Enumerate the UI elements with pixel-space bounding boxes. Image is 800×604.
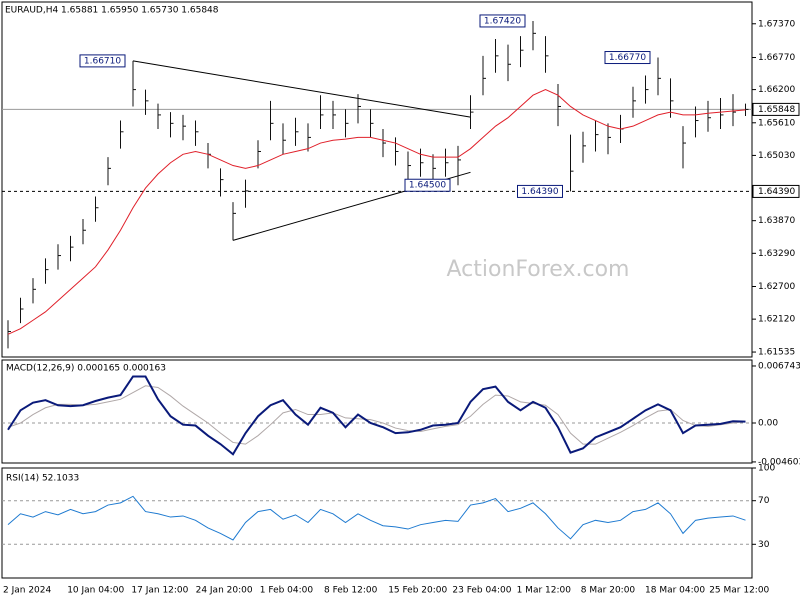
y-tick-label: 1.61535: [758, 348, 795, 358]
y-tick-label: 30: [758, 540, 770, 550]
signal-line: [7, 385, 746, 445]
x-tick-label: 10 Jan 04:00: [67, 586, 124, 596]
y-tick-label: 1.62700: [758, 282, 795, 292]
rsi-panel: [1, 467, 753, 579]
price-panel: [1, 1, 753, 358]
x-tick-label: 25 Mar 12:00: [709, 586, 769, 596]
x-tick-label: 24 Jan 20:00: [196, 586, 253, 596]
chart-header: EURAUD,H4 1.65881 1.65950 1.65730 1.6584…: [5, 6, 219, 16]
y-tick-label: 1.66200: [758, 85, 795, 95]
y-tick-label: 70: [758, 496, 770, 506]
x-tick-label: 18 Mar 04:00: [645, 586, 705, 596]
y-tick-label: 1.66770: [758, 53, 795, 63]
level-label-box: [752, 184, 800, 198]
y-tick-label: 1.63290: [758, 249, 795, 259]
rsi-line: [7, 495, 746, 541]
annotation-box: [404, 178, 451, 192]
x-tick-label: 1 Feb 04:00: [260, 586, 314, 596]
annotation-label: 1.64500: [409, 181, 446, 191]
y-tick-label: 1.65610: [758, 118, 795, 128]
annotation-box: [604, 51, 651, 65]
macd-panel: [1, 359, 753, 464]
macd-line: [7, 375, 746, 456]
y-tick-label: 0.006743: [758, 361, 800, 371]
y-tick-label: 1.67370: [758, 19, 795, 29]
level-label: 1.64390: [758, 187, 795, 197]
x-tick-label: 17 Jan 12:00: [131, 586, 188, 596]
annotation-box: [517, 184, 563, 198]
rsi-title: RSI(14) 52.1033: [6, 474, 79, 484]
y-tick-label: 0.00: [758, 419, 778, 429]
trendline: [132, 60, 471, 118]
watermark: ActionForex.com: [447, 257, 630, 282]
y-tick-label: 100: [758, 464, 775, 474]
y-tick-label: 1.65030: [758, 151, 795, 161]
moving-average: [7, 89, 746, 335]
x-tick-label: 23 Feb 04:00: [452, 586, 511, 596]
macd-title: MACD(12,26,9) 0.000165 0.000163: [6, 364, 166, 374]
annotation-label: 1.64390: [521, 187, 558, 197]
y-tick-label: -0.004603: [758, 457, 800, 467]
x-tick-label: 15 Feb 20:00: [388, 586, 447, 596]
y-tick-label: 1.62120: [758, 315, 795, 325]
last-price-box: [752, 102, 800, 116]
x-tick-label: 8 Feb 12:00: [324, 586, 378, 596]
x-tick-label: 2 Jan 2024: [3, 586, 51, 596]
annotation-label: 1.66770: [609, 53, 646, 63]
annotation-label: 1.66710: [84, 56, 121, 66]
y-tick-label: 1.63870: [758, 216, 795, 226]
annotation-box: [479, 14, 526, 28]
annotation-box: [79, 54, 126, 68]
annotation-label: 1.67420: [484, 16, 521, 26]
x-tick-label: 1 Mar 12:00: [517, 586, 572, 596]
last-price-label: 1.65848: [758, 105, 795, 115]
x-tick-label: 8 Mar 20:00: [581, 586, 636, 596]
